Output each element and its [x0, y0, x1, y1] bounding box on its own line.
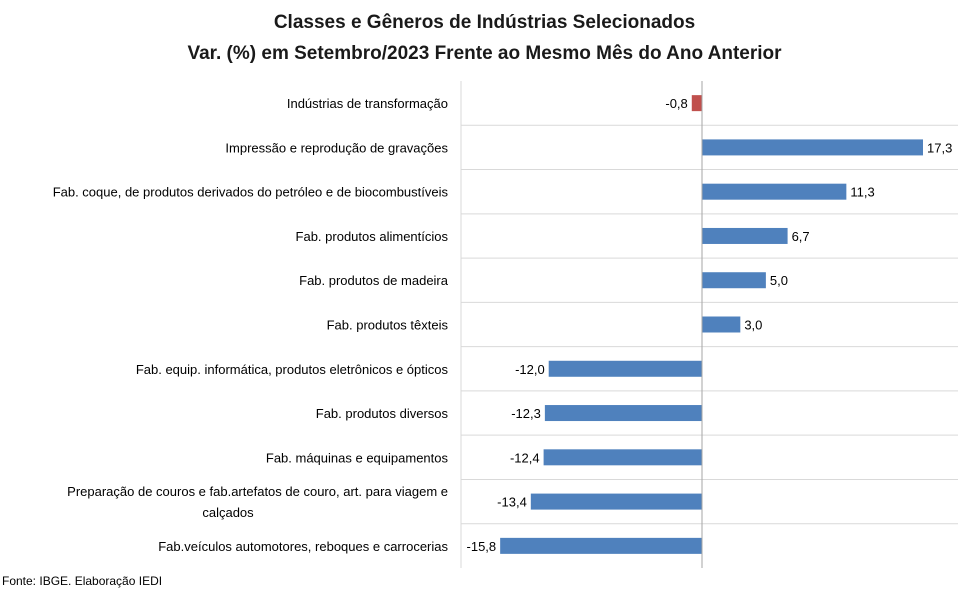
- data-label: -12,4: [510, 450, 540, 465]
- category-label: calçados: [202, 505, 254, 520]
- source-note: Fonte: IBGE. Elaboração IEDI: [2, 574, 163, 588]
- bar: [702, 272, 766, 289]
- data-label: 17,3: [927, 140, 952, 155]
- chart-subtitle: Var. (%) em Setembro/2023 Frente ao Mesm…: [187, 43, 782, 64]
- data-label: 11,3: [850, 185, 874, 200]
- category-label: Impressão e reprodução de gravações: [225, 140, 448, 155]
- category-label: Preparação de couros e fab.artefatos de …: [67, 484, 448, 499]
- data-label: -15,8: [467, 539, 497, 554]
- bar: [530, 493, 702, 510]
- data-label: 6,7: [792, 229, 810, 244]
- bar: [543, 449, 702, 466]
- chart-title: Classes e Gêneros de Indústrias Selecion…: [273, 12, 696, 33]
- category-label: Fab. coque, de produtos derivados do pet…: [53, 185, 449, 200]
- data-label: -0,8: [665, 96, 687, 111]
- data-label: 5,0: [770, 273, 788, 288]
- data-label: -13,4: [497, 495, 527, 510]
- category-label: Fab. produtos de madeira: [299, 273, 449, 288]
- category-label: Fab. produtos diversos: [316, 406, 449, 421]
- category-label: Fab. produtos têxteis: [327, 318, 449, 333]
- category-label: Fab.veículos automotores, reboques e car…: [158, 539, 448, 554]
- category-label: Fab. produtos alimentícios: [296, 229, 449, 244]
- bar: [702, 227, 788, 244]
- category-label: Fab. equip. informática, produtos eletrô…: [136, 362, 449, 377]
- bar: [548, 360, 702, 377]
- bar: [702, 139, 923, 156]
- bar: [691, 95, 702, 112]
- data-label: 3,0: [744, 318, 762, 333]
- bar: [544, 405, 702, 422]
- category-label: Fab. máquinas e equipamentos: [266, 450, 449, 465]
- bar: [702, 183, 847, 200]
- data-label: -12,3: [511, 406, 541, 421]
- bar: [702, 316, 741, 333]
- data-label: -12,0: [515, 362, 545, 377]
- category-label: Indústrias de transformação: [287, 96, 448, 111]
- bar: [500, 537, 702, 554]
